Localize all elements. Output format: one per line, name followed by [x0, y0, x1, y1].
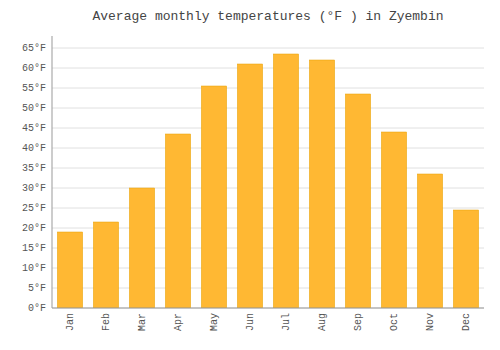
x-tick-label: Jul [281, 313, 292, 331]
grid-line [52, 68, 484, 69]
y-tick-label: 30°F [22, 183, 46, 194]
y-tick-label: 55°F [22, 83, 46, 94]
x-axis-line [52, 308, 484, 309]
grid-line [52, 308, 484, 309]
grid-line [52, 128, 484, 129]
chart: 0°F 5°F 10°F 15°F 20°F 25°F 30°F 35°F 40°F 45°F 50… [0, 0, 500, 350]
y-tick-label: 0°F [28, 303, 46, 314]
grid [52, 48, 484, 308]
y-tick-label: 20°F [22, 223, 46, 234]
grid-line [52, 148, 484, 149]
y-tick-label: 40°F [22, 143, 46, 154]
bar [417, 174, 442, 308]
grid-line [52, 168, 484, 169]
bar [273, 54, 298, 308]
y-tick-label: 15°F [22, 243, 46, 254]
bar [237, 64, 262, 308]
x-tick-label: Jun [245, 313, 256, 331]
bar [345, 94, 370, 308]
x-axis: Jan Feb Mar Apr May Jun Jul Aug Sep Oct Nov Dec [65, 313, 472, 331]
bar [129, 188, 154, 308]
y-tick-label: 65°F [22, 43, 46, 54]
bar [57, 232, 82, 308]
y-tick-label: 35°F [22, 163, 46, 174]
y-tick-label: 5°F [28, 283, 46, 294]
y-axis-line [52, 36, 53, 308]
bars [57, 54, 478, 308]
x-tick-label: Apr [173, 313, 184, 331]
y-tick-label: 50°F [22, 103, 46, 114]
grid-line [52, 108, 484, 109]
x-tick-label: Nov [425, 313, 436, 331]
y-tick-label: 60°F [22, 63, 46, 74]
chart-container: 0°F 5°F 10°F 15°F 20°F 25°F 30°F 35°F 40°F 45°F 50… [0, 0, 500, 350]
y-tick-label: 25°F [22, 203, 46, 214]
y-tick-label: 45°F [22, 123, 46, 134]
x-tick-label: Feb [101, 313, 112, 331]
bar [381, 132, 406, 308]
x-tick-label: Mar [137, 313, 148, 331]
x-tick-label: Dec [461, 313, 472, 331]
title: Average monthly temperatures (°F ) in Zy… [92, 9, 443, 24]
x-tick-label: May [209, 313, 220, 331]
grid-line [52, 48, 484, 49]
y-axis: 0°F 5°F 10°F 15°F 20°F 25°F 30°F 35°F 40°F 45°F 50… [22, 43, 46, 314]
bar [201, 86, 226, 308]
bar [309, 60, 334, 308]
bar [93, 222, 118, 308]
bar [165, 134, 190, 308]
grid-line [52, 88, 484, 89]
x-tick-label: Oct [389, 313, 400, 331]
x-tick-label: Aug [317, 313, 328, 331]
y-tick-label: 10°F [22, 263, 46, 274]
x-tick-label: Sep [353, 313, 364, 331]
x-tick-label: Jan [65, 313, 76, 331]
bar [453, 210, 478, 308]
